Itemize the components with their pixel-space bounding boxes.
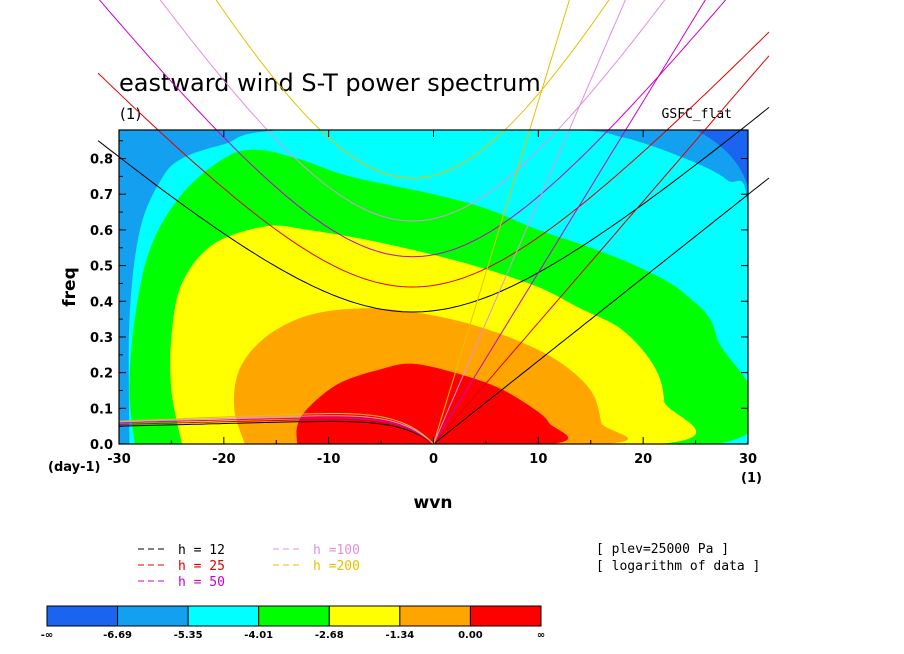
ig-curve-5 [215,0,610,179]
y-axis-label: freq [60,267,80,306]
y-tick-label: 0.0 [90,438,113,453]
colorbar-swatch [328,605,401,627]
kelvin-line-5 [433,0,570,445]
x-tick-label: 20 [634,452,652,467]
colorbar-swatch [117,605,189,627]
kelvin-line-3 [433,0,706,445]
x-tick-label: -20 [212,452,236,467]
colorbar-label: -4.01 [244,630,273,641]
rossby-curve-3 [119,417,434,444]
kelvin-line-1 [433,177,770,445]
y-tick-label: 0.3 [90,331,113,346]
x-axis: -30 -20 -10 0 10 20 30 [107,130,757,467]
legend-label: h = 50 [178,575,225,590]
colorbar-swatch [469,605,542,627]
colorbar-label: -6.69 [103,630,132,641]
x-tick-label: -10 [317,452,341,467]
colorbar-label: ∞ [537,630,545,641]
rossby-curve-1 [119,420,434,444]
colorbar-label: -2.68 [315,630,344,641]
colorbar-label: -∞ [41,630,53,641]
kelvin-line-2 [433,55,770,445]
contour-regions [119,130,748,444]
x-axis-label: wvn [414,493,453,513]
chart-title: eastward wind S-T power spectrum [119,69,541,97]
contour-region-5 [296,363,568,444]
y-axis: 0.0 0.1 0.2 0.3 0.4 0.5 0.6 0.7 0.8 [90,140,748,453]
x-axis-unit: (1) [741,471,762,486]
colorbar-swatch [399,605,471,627]
colorbar-label: 0.00 [458,630,483,641]
kelvin-line-4 [433,0,626,445]
colorbar: -∞ -6.69 -5.35 -4.01 -2.68 -1.34 0.00 ∞ [41,605,545,641]
colorbar-swatch [187,605,260,627]
legend-label: h =200 [313,559,360,574]
chart-subtitle-left: (1) [120,105,141,123]
annotation-plev: [ plev=25000 Pa ] [596,542,729,557]
y-axis-unit: (day-1) [48,460,100,475]
dispersion-curves-outside [97,0,770,445]
chart-subtitle-right: GSFC_flat [662,107,732,122]
colorbar-swatch [258,605,330,627]
y-tick-label: 0.1 [90,402,113,417]
y-tick-label: 0.6 [90,224,113,239]
x-tick-label: 0 [429,452,438,467]
x-tick-label: 30 [739,452,757,467]
region-darkblue [695,130,748,188]
y-tick-label: 0.2 [90,367,113,382]
colorbar-swatch [46,605,119,627]
ig-curve-2 [97,31,770,288]
ig-curve-4 [159,0,666,222]
x-tick-label: 10 [529,452,547,467]
y-tick-label: 0.4 [90,295,113,310]
y-tick-label: 0.5 [90,260,113,275]
legend-label: h = 12 [178,543,225,558]
x-tick-label: -30 [107,452,131,467]
annotation-log: [ logarithm of data ] [596,559,760,574]
colorbar-label: -5.35 [174,630,203,641]
y-tick-label: 0.8 [90,153,113,168]
y-tick-label: 0.7 [90,188,113,203]
legend-label: h = 25 [178,559,225,574]
rossby-curve-5 [119,413,434,444]
legend-label: h =100 [313,543,360,558]
rossby-curve-2 [119,419,434,444]
colorbar-label: -1.34 [385,630,414,641]
dispersion-curves-inside [119,413,434,444]
rossby-curve-4 [119,415,434,444]
ig-curve-1 [97,107,770,313]
